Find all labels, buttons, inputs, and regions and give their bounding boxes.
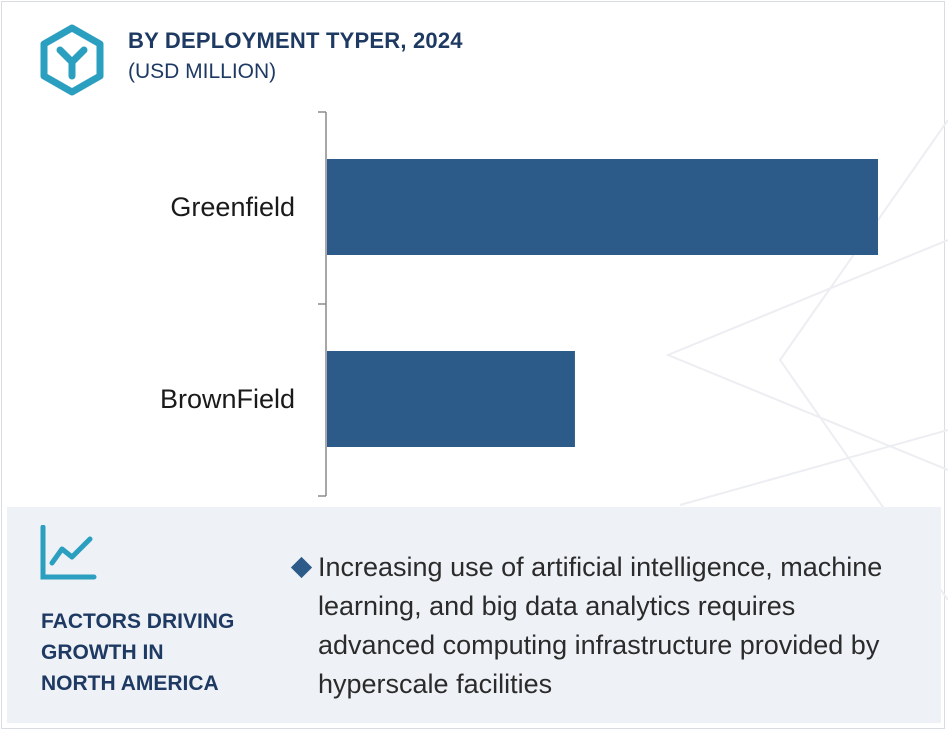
category-label: BrownField bbox=[160, 384, 295, 414]
bar-greenfield bbox=[327, 159, 878, 255]
chart-title: BY DEPLOYMENT TYPER, 2024 bbox=[128, 28, 463, 53]
bar-brownfield bbox=[327, 351, 575, 447]
factors-heading-line: NORTH AMERICA bbox=[41, 672, 219, 695]
bar-chart: Greenfield BrownField bbox=[160, 111, 878, 497]
factor-bullet-text: Increasing use of artificial intelligenc… bbox=[318, 552, 883, 699]
line-chart-icon bbox=[40, 525, 97, 580]
factors-panel bbox=[7, 507, 941, 723]
chart-subtitle: (USD MILLION) bbox=[128, 60, 277, 83]
hexagon-logo-icon bbox=[40, 24, 104, 96]
category-label: Greenfield bbox=[170, 192, 295, 222]
factors-heading: FACTORS DRIVING GROWTH IN NORTH AMERICA bbox=[41, 606, 271, 699]
factors-heading-line: FACTORS DRIVING bbox=[41, 610, 235, 633]
factors-heading-line: GROWTH IN bbox=[41, 641, 164, 664]
